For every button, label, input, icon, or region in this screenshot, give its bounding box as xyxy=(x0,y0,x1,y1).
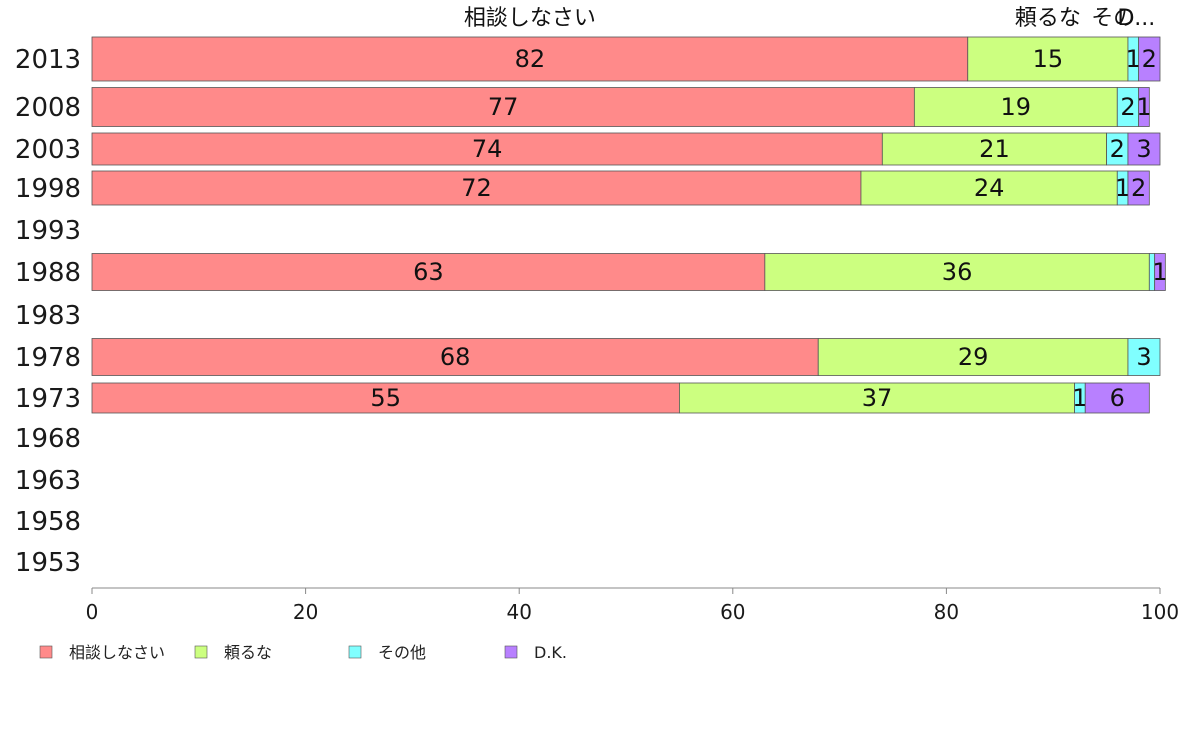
value-label-2008-other: 2 xyxy=(1120,93,1135,121)
x-tick-label-40: 40 xyxy=(506,600,531,624)
top-label-other: その xyxy=(1091,6,1135,31)
top-series-labels: 相談しなさい 頼るな そのD... xyxy=(464,6,1155,31)
y-label-1968: 1968 xyxy=(15,424,81,454)
top-label-dk: D... xyxy=(1117,6,1155,31)
legend-item-consult: 相談しなさい xyxy=(39,643,165,662)
y-axis-labels: 2013 2008 2003 1998 1993 1988 1983 1978 1973 1968… xyxy=(15,45,81,578)
bar-2013-dk xyxy=(1138,36,1161,82)
legend-swatch-consult xyxy=(39,645,53,659)
bar-2013-consult xyxy=(91,36,969,82)
bar-1988-consult xyxy=(91,253,766,291)
y-label-1993: 1993 xyxy=(15,216,81,246)
bar-1998-dk xyxy=(1127,170,1150,206)
value-label-1973-dont-rely: 37 xyxy=(862,384,893,412)
value-label-1988-dk: 1 xyxy=(1152,258,1167,286)
y-label-1983: 1983 xyxy=(15,301,81,331)
top-label-consult: 相談しなさい xyxy=(464,6,596,31)
value-label-2013-consult: 82 xyxy=(515,45,546,73)
value-label-1998-dk: 2 xyxy=(1131,174,1146,202)
bar-row-1978: 68 29 3 xyxy=(91,338,1161,376)
bar-row-2008: 77 19 2 1 xyxy=(91,87,1152,127)
value-label-2003-other: 2 xyxy=(1110,135,1125,163)
legend-label-dont-rely: 頼るな xyxy=(224,643,272,662)
value-label-2013-other: 1 xyxy=(1126,45,1141,73)
value-label-2008-dont-rely: 19 xyxy=(1001,93,1032,121)
y-label-2013: 2013 xyxy=(15,45,81,75)
value-label-1988-consult: 63 xyxy=(413,258,444,286)
bar-row-2013: 82 15 1 2 xyxy=(91,36,1161,82)
y-label-1998: 1998 xyxy=(15,174,81,204)
y-label-1963: 1963 xyxy=(15,466,81,496)
legend-swatch-dont-rely xyxy=(194,645,208,659)
value-label-2008-consult: 77 xyxy=(488,93,519,121)
legend-swatch-other xyxy=(348,645,362,659)
bar-1973-consult xyxy=(91,382,680,414)
x-tick-label-80: 80 xyxy=(934,600,959,624)
legend-label-other: その他 xyxy=(378,643,426,662)
value-label-2013-dont-rely: 15 xyxy=(1033,45,1064,73)
bar-2003-consult xyxy=(91,132,883,166)
bar-1973-dk xyxy=(1084,382,1150,414)
legend-swatch-dk xyxy=(504,645,518,659)
legend: 相談しなさい 頼るな その他 D.K. xyxy=(39,643,567,662)
bar-2003-dk xyxy=(1127,132,1161,166)
bar-1988-dk xyxy=(1154,253,1166,291)
bar-2008-consult xyxy=(91,87,915,127)
bar-1973-dont-rely xyxy=(679,382,1075,414)
legend-item-dk: D.K. xyxy=(504,643,567,662)
bar-2008-dk xyxy=(1138,87,1150,127)
bar-1978-consult xyxy=(91,338,819,376)
bar-row-1973: 55 37 1 6 xyxy=(91,382,1150,414)
legend-item-dont-rely: 頼るな xyxy=(194,643,272,662)
value-label-1998-other: 1 xyxy=(1115,174,1130,202)
legend-label-dk: D.K. xyxy=(534,643,567,662)
bar-row-1998: 72 24 1 2 xyxy=(91,170,1150,206)
bars: 82 15 1 277 19 2 174 21 2 372 24 1 263 36 168 29 355 37 1 6 xyxy=(91,36,1168,414)
bar-2003-dont-rely xyxy=(881,132,1108,166)
bar-1998-consult xyxy=(91,170,862,206)
value-label-1973-consult: 55 xyxy=(370,384,401,412)
x-tick-label-100: 100 xyxy=(1141,600,1179,624)
bar-2008-dont-rely xyxy=(913,87,1118,127)
x-tick-label-0: 0 xyxy=(86,600,99,624)
bar-2013-dont-rely xyxy=(967,36,1129,82)
bar-1978-dont-rely xyxy=(817,338,1129,376)
bar-row-2003: 74 21 2 3 xyxy=(91,132,1161,166)
legend-label-consult: 相談しなさい xyxy=(69,643,165,662)
value-label-2008-dk: 1 xyxy=(1136,93,1151,121)
y-label-1953: 1953 xyxy=(15,548,81,578)
bar-1998-dont-rely xyxy=(860,170,1118,206)
y-label-1988: 1988 xyxy=(15,258,81,288)
x-tick-label-20: 20 xyxy=(293,600,318,624)
value-label-2003-consult: 74 xyxy=(472,135,503,163)
y-label-2003: 2003 xyxy=(15,135,81,165)
y-label-1973: 1973 xyxy=(15,384,81,414)
top-label-dont-rely: 頼るな xyxy=(1015,6,1081,31)
value-label-1978-dont-rely: 29 xyxy=(958,343,989,371)
value-label-2013-dk: 2 xyxy=(1142,45,1157,73)
y-label-1978: 1978 xyxy=(15,343,81,373)
value-label-2003-dk: 3 xyxy=(1136,135,1151,163)
value-label-1978-consult: 68 xyxy=(440,343,471,371)
x-tick-label-60: 60 xyxy=(720,600,745,624)
value-label-1998-consult: 72 xyxy=(461,174,492,202)
bar-row-1988: 63 36 1 xyxy=(91,253,1168,291)
legend-item-other: その他 xyxy=(348,643,426,662)
value-label-1978-other: 3 xyxy=(1136,343,1151,371)
value-label-1998-dont-rely: 24 xyxy=(974,174,1005,202)
bar-1978-other xyxy=(1127,338,1161,376)
value-label-1973-dk: 6 xyxy=(1110,384,1125,412)
x-axis: 0 20 40 60 80 100 xyxy=(86,587,1179,624)
value-label-2003-dont-rely: 21 xyxy=(979,135,1010,163)
value-label-1973-other: 1 xyxy=(1072,384,1087,412)
value-label-1988-dont-rely: 36 xyxy=(942,258,973,286)
y-label-1958: 1958 xyxy=(15,507,81,537)
y-label-2008: 2008 xyxy=(15,93,81,123)
